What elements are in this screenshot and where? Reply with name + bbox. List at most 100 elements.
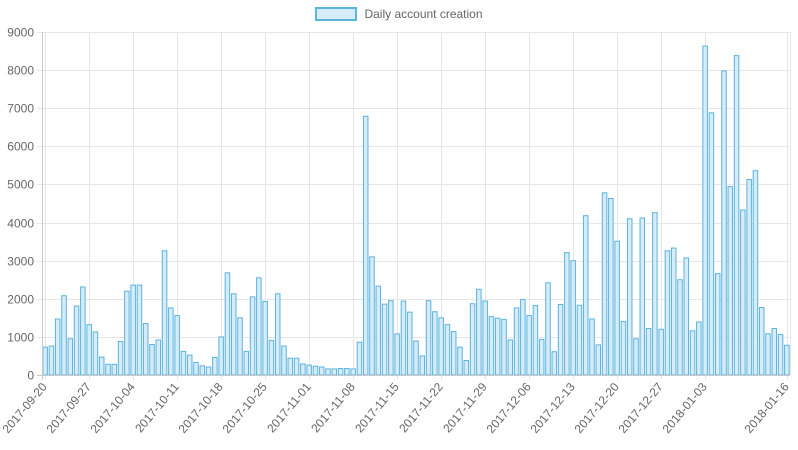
- y-tick-label: 8000: [7, 64, 34, 78]
- bar: [683, 257, 690, 376]
- y-tick-label: 6000: [7, 140, 34, 154]
- bar: [777, 334, 784, 376]
- bar: [406, 311, 413, 376]
- bar: [476, 288, 482, 376]
- x-tick-label: 2017-12-13: [528, 380, 578, 436]
- bar: [230, 293, 237, 376]
- bar: [601, 192, 608, 376]
- bar: [105, 363, 111, 376]
- bar: [161, 250, 168, 376]
- y-tick-label: 9000: [7, 26, 34, 40]
- bar: [564, 252, 570, 376]
- bar: [482, 300, 488, 376]
- bar: [765, 333, 771, 376]
- bar: [268, 339, 275, 376]
- bar: [86, 324, 92, 376]
- y-tick-label: 2000: [7, 293, 34, 307]
- bar: [589, 318, 595, 376]
- bar: [526, 315, 532, 376]
- bar: [463, 360, 470, 376]
- bar: [532, 305, 539, 376]
- bar: [293, 357, 300, 376]
- bar: [696, 321, 702, 376]
- x-tick-label: 2017-12-27: [616, 380, 666, 436]
- bar: [595, 344, 602, 376]
- bar: [670, 247, 677, 376]
- bar: [124, 290, 130, 376]
- y-tick-label: 7000: [7, 102, 34, 116]
- legend-swatch: [315, 7, 358, 21]
- bar: [325, 368, 331, 376]
- bar: [394, 333, 400, 376]
- bar: [450, 331, 457, 376]
- bar: [344, 368, 350, 376]
- bar: [771, 328, 778, 376]
- bar: [664, 250, 671, 376]
- bar: [557, 303, 564, 376]
- bar: [400, 300, 407, 376]
- bar: [507, 339, 514, 376]
- bar: [677, 279, 683, 376]
- y-tick-label: 3000: [7, 255, 34, 269]
- x-tick-label: 2017-12-06: [484, 380, 534, 436]
- y-tick-label: 4000: [7, 217, 34, 231]
- bar: [551, 351, 558, 376]
- bar: [513, 307, 520, 376]
- bar: [708, 112, 715, 376]
- bar: [381, 303, 388, 376]
- bar: [488, 316, 495, 376]
- x-tick-label: 2017-10-04: [88, 380, 138, 436]
- bar: [419, 355, 426, 376]
- bar: [494, 317, 501, 376]
- bar: [61, 295, 67, 376]
- bar: [54, 318, 61, 376]
- bar: [444, 324, 451, 376]
- x-tick-label: 2017-11-08: [308, 380, 358, 436]
- bar: [274, 293, 281, 376]
- bar: [312, 365, 319, 376]
- bar: [300, 363, 306, 376]
- legend[interactable]: Daily account creation: [0, 7, 798, 21]
- x-tick-label: 2017-10-18: [176, 380, 226, 436]
- bar: [614, 240, 620, 376]
- bar: [626, 218, 633, 376]
- bar: [73, 305, 80, 376]
- bar: [582, 215, 589, 376]
- bar: [438, 317, 444, 376]
- bar: [180, 350, 187, 376]
- bar: [237, 317, 243, 376]
- legend-label: Daily account creation: [364, 7, 483, 21]
- bar: [362, 115, 369, 376]
- bar: [48, 345, 55, 376]
- bar: [92, 331, 99, 376]
- x-tick-label: 2018-01-16: [742, 380, 792, 436]
- bar: [702, 45, 708, 376]
- bar: [784, 344, 790, 376]
- x-tick-label: 2017-11-15: [352, 380, 402, 436]
- bar: [457, 346, 463, 376]
- bar: [98, 356, 105, 376]
- bar: [633, 338, 639, 376]
- y-tick-label: 5000: [7, 178, 34, 192]
- bar: [501, 318, 507, 376]
- bar: [432, 311, 438, 376]
- bar: [652, 212, 658, 376]
- bar: [608, 198, 614, 376]
- bar: [117, 340, 124, 376]
- bar: [212, 356, 218, 376]
- bar: [658, 328, 664, 376]
- bar: [111, 363, 118, 376]
- bar: [224, 272, 231, 376]
- bar: [369, 256, 375, 376]
- bar: [205, 366, 212, 376]
- bar: [689, 330, 696, 376]
- x-tick-label: 2017-10-25: [220, 380, 270, 436]
- bar: [740, 209, 746, 376]
- bar: [155, 339, 162, 376]
- bar: [758, 307, 765, 376]
- y-tick-label: 1000: [7, 331, 34, 345]
- bar: [67, 338, 74, 376]
- bar: [721, 70, 727, 376]
